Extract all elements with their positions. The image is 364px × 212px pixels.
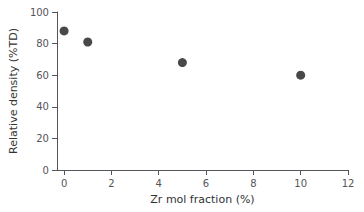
svg-text:12: 12 <box>342 178 355 189</box>
svg-text:20: 20 <box>36 133 49 144</box>
svg-text:80: 80 <box>36 38 49 49</box>
svg-text:8: 8 <box>250 178 256 189</box>
svg-text:6: 6 <box>203 178 209 189</box>
svg-text:Relative density (%TD): Relative density (%TD) <box>7 28 20 154</box>
svg-text:0: 0 <box>61 178 67 189</box>
svg-text:10: 10 <box>294 178 307 189</box>
svg-text:2: 2 <box>108 178 114 189</box>
svg-text:40: 40 <box>36 101 49 112</box>
svg-text:Zr mol fraction (%): Zr mol fraction (%) <box>150 193 254 206</box>
svg-text:100: 100 <box>30 7 49 18</box>
svg-text:60: 60 <box>36 70 49 81</box>
svg-text:4: 4 <box>156 178 162 189</box>
svg-text:0: 0 <box>43 165 49 176</box>
